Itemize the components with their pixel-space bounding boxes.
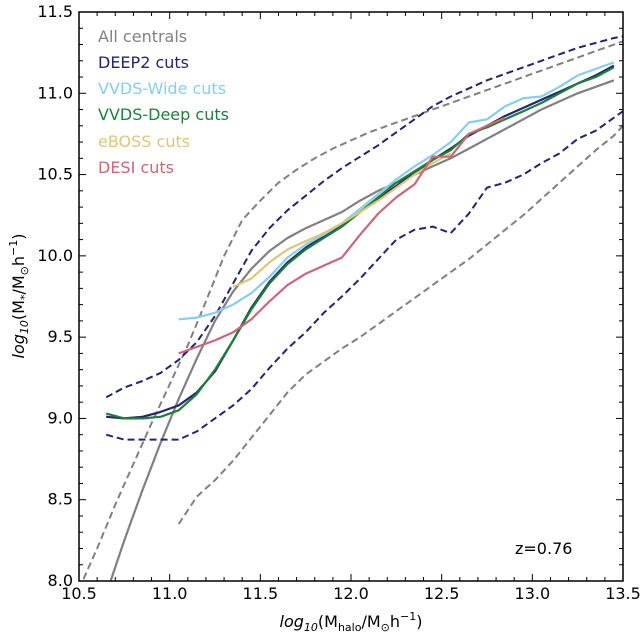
- series-line-all-centrals-upper: [81, 40, 623, 581]
- series-line-all-centrals: [109, 79, 615, 581]
- x-tick-label: 10.5: [61, 584, 97, 603]
- y-tick-label: 8.0: [48, 571, 73, 590]
- series-line-deep2-lower: [105, 110, 623, 441]
- x-tick-label: 12.5: [424, 584, 460, 603]
- ticks-layer: 10.5 11.0 11.5 12.0 12.5 13.0 13.5 8.0 8.5 9.0 9.5…: [37, 2, 640, 603]
- y-tick-label: 8.5: [48, 490, 73, 509]
- x-tick-label: 11.5: [243, 584, 279, 603]
- series-line-eboss-cuts: [232, 152, 452, 288]
- series-layer: [81, 35, 623, 581]
- y-tick-label: 11.0: [37, 83, 73, 102]
- series-line-desi-cuts: [178, 116, 506, 355]
- y-tick-label: 9.0: [48, 408, 73, 427]
- x-tick-label: 12.0: [333, 584, 369, 603]
- y-tick-label: 10.0: [37, 246, 73, 265]
- legend-label-eboss: eBOSS cuts: [98, 132, 190, 151]
- legend-label-deep2: DEEP2 cuts: [98, 53, 189, 72]
- x-axis-label: log10(Mhalo/M⊙h−1): [280, 610, 423, 634]
- y-tick-label: 11.5: [37, 2, 73, 21]
- x-tick-label: 13.0: [515, 584, 551, 603]
- legend-label-vvds-wide: VVDS-Wide cuts: [98, 79, 226, 98]
- legend-label-desi: DESI cuts: [98, 158, 174, 177]
- y-tick-label: 10.5: [37, 165, 73, 184]
- legend-label-all-centrals: All centrals: [98, 27, 187, 46]
- series-line-all-centrals-lower: [177, 125, 623, 525]
- redshift-annotation: z=0.76: [515, 539, 572, 558]
- x-tick-label: 13.5: [605, 584, 641, 603]
- y-axis-label: log10(M*/M⊙h−1): [7, 234, 31, 359]
- y-tick-label: 9.5: [48, 327, 73, 346]
- series-line-deep2-upper: [105, 35, 623, 399]
- legend: All centrals DEEP2 cuts VVDS-Wide cuts V…: [98, 27, 229, 177]
- legend-label-vvds-deep: VVDS-Deep cuts: [98, 105, 229, 124]
- series-line-vvds-wide-cuts: [178, 61, 615, 321]
- x-tick-label: 11.0: [152, 584, 188, 603]
- y-axis-label-group: log10(M*/M⊙h−1): [7, 234, 31, 359]
